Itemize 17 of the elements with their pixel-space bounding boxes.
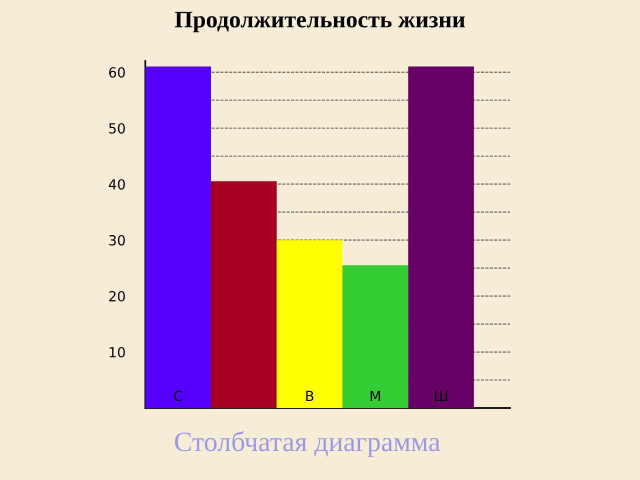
chart-title: Продолжительность жизни [174, 12, 465, 32]
x-tick-label: В [306, 390, 314, 401]
bar [408, 66, 474, 408]
x-tick-label: М [370, 390, 380, 401]
bar [145, 66, 212, 408]
y-tick-label: 60 [109, 67, 125, 78]
x-tick-label: Ш [435, 390, 448, 401]
y-tick-label: 30 [109, 235, 125, 246]
y-tick-label: 40 [108, 179, 125, 190]
bar [276, 240, 342, 408]
y-tick-label: 10 [110, 346, 125, 358]
y-tick-label: 20 [109, 291, 125, 302]
x-tick-label: С [174, 390, 182, 402]
bar [342, 265, 408, 408]
bar [211, 181, 277, 408]
text: Столбчатая диаграмма [174, 431, 440, 457]
y-tick-label: 50 [109, 123, 125, 134]
